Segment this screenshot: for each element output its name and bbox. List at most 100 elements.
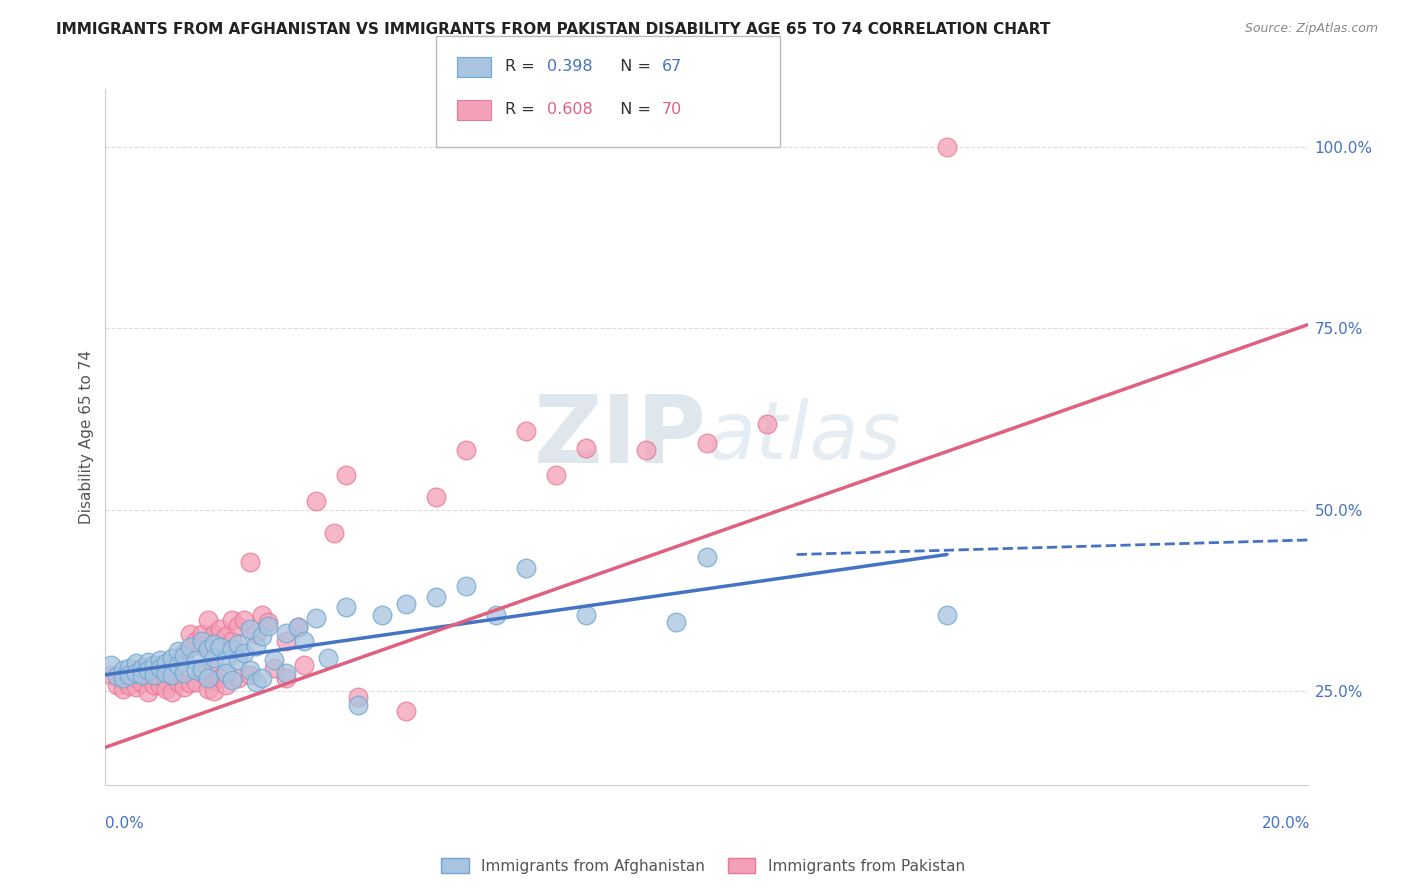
Point (190, 627, 212, 641)
Point (160, 651, 183, 665)
Point (274, 625, 297, 640)
Point (221, 673, 243, 687)
Text: 0.608: 0.608 (547, 103, 593, 117)
Point (118, 667, 141, 681)
Point (184, 664, 207, 678)
Point (665, 615, 688, 629)
Point (190, 665, 212, 680)
Point (124, 680, 146, 694)
Point (179, 640, 201, 655)
Point (221, 613, 243, 627)
Point (245, 675, 267, 690)
Point (179, 627, 201, 641)
Text: 20.0%: 20.0% (1263, 816, 1310, 830)
Point (546, 467, 568, 482)
Point (148, 678, 170, 692)
Point (166, 644, 188, 658)
Point (274, 665, 297, 680)
Point (322, 525, 344, 540)
Point (112, 664, 135, 678)
Point (166, 658, 188, 673)
Point (305, 494, 328, 508)
Point (250, 671, 273, 685)
Point (232, 613, 254, 627)
Point (515, 560, 537, 574)
Point (454, 579, 477, 593)
Point (131, 676, 153, 690)
Point (118, 667, 141, 681)
Point (197, 682, 219, 697)
Point (148, 653, 170, 667)
Point (250, 607, 273, 622)
Point (335, 600, 357, 615)
Point (142, 678, 165, 692)
Point (173, 665, 195, 680)
Point (221, 634, 243, 648)
Point (166, 658, 188, 673)
Point (274, 634, 297, 648)
Point (190, 639, 212, 653)
Point (263, 653, 285, 667)
Point (256, 615, 278, 629)
Point (124, 665, 146, 680)
Point (197, 671, 219, 685)
Point (179, 676, 201, 690)
Point (155, 665, 177, 680)
Text: IMMIGRANTS FROM AFGHANISTAN VS IMMIGRANTS FROM PAKISTAN DISABILITY AGE 65 TO 74 : IMMIGRANTS FROM AFGHANISTAN VS IMMIGRANT… (56, 22, 1050, 37)
Point (208, 640, 231, 655)
Point (160, 665, 183, 680)
Point (292, 634, 315, 648)
Point (454, 443, 477, 458)
Point (136, 664, 159, 678)
Point (316, 651, 339, 665)
Point (148, 669, 170, 683)
Point (274, 671, 297, 685)
Text: 70: 70 (662, 103, 682, 117)
Point (173, 646, 195, 660)
Point (155, 673, 177, 687)
Point (131, 665, 153, 680)
Point (136, 664, 159, 678)
Point (239, 667, 262, 681)
Point (239, 664, 262, 678)
Point (208, 622, 231, 636)
Point (197, 613, 219, 627)
Point (202, 673, 225, 687)
Point (250, 629, 273, 643)
Point (124, 671, 146, 685)
Point (166, 675, 188, 690)
Point (425, 590, 447, 604)
Point (142, 658, 165, 673)
Text: Source: ZipAtlas.com: Source: ZipAtlas.com (1244, 22, 1378, 36)
Point (202, 651, 225, 665)
Point (755, 417, 778, 431)
Legend: Immigrants from Afghanistan, Immigrants from Pakistan: Immigrants from Afghanistan, Immigrants … (436, 852, 970, 880)
Point (395, 597, 418, 611)
Point (425, 490, 447, 504)
Point (226, 618, 249, 632)
Point (287, 620, 309, 634)
Point (202, 627, 225, 641)
Point (131, 660, 153, 674)
Point (696, 549, 718, 564)
Point (142, 660, 165, 674)
Y-axis label: Disability Age 65 to 74: Disability Age 65 to 74 (79, 350, 94, 524)
Point (515, 425, 537, 439)
Point (184, 634, 207, 648)
Point (239, 555, 262, 569)
Point (173, 648, 195, 663)
Point (112, 671, 135, 685)
Point (100, 667, 122, 681)
Point (155, 657, 177, 671)
Point (575, 607, 598, 622)
Point (245, 627, 267, 641)
Point (305, 611, 328, 625)
Point (208, 671, 231, 685)
Text: ZIP: ZIP (534, 391, 707, 483)
Point (190, 634, 212, 648)
Point (232, 646, 254, 660)
Point (148, 660, 170, 674)
Point (696, 436, 718, 450)
Point (124, 657, 146, 671)
Point (245, 639, 267, 653)
